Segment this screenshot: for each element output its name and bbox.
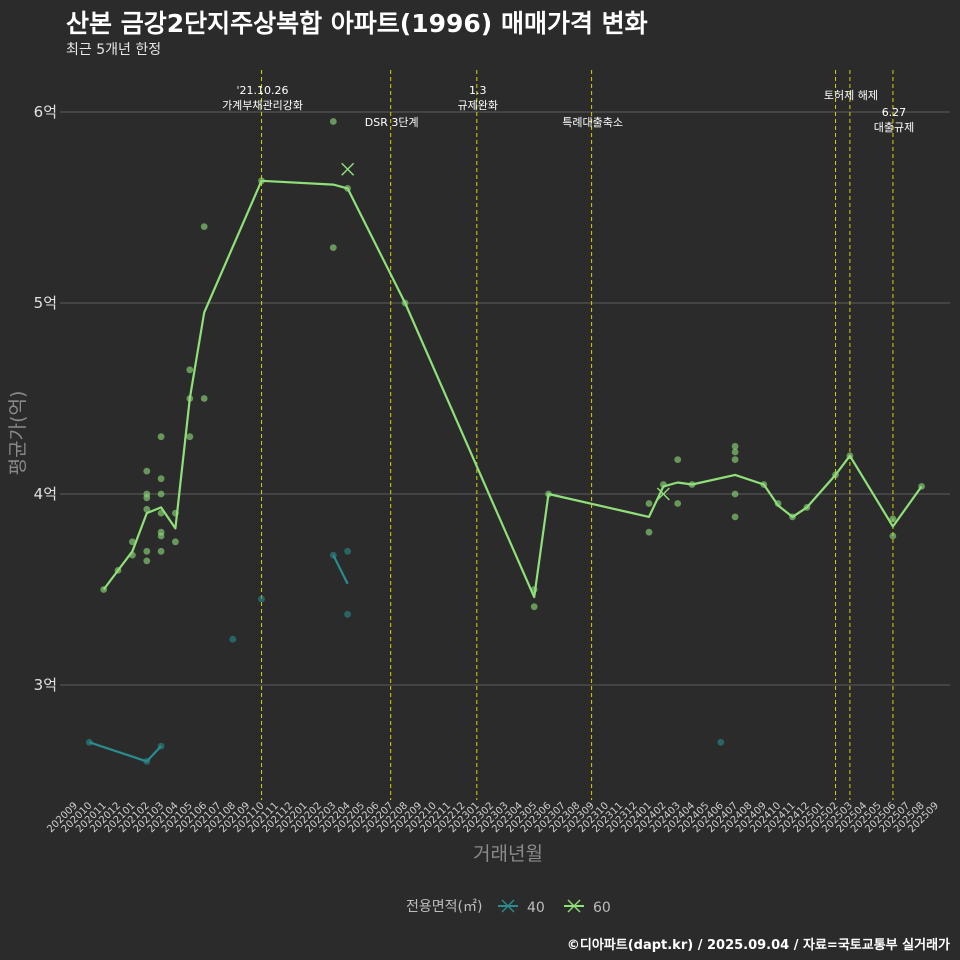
series-60-point xyxy=(530,586,538,593)
series-60-point xyxy=(530,603,538,611)
series-60-point xyxy=(129,551,136,559)
series-60-point xyxy=(157,532,165,540)
series-40-line-segment xyxy=(332,554,349,585)
legend-title: 전용면적(㎡) xyxy=(406,899,482,915)
y-axis-title: 평균가(억) xyxy=(7,391,29,476)
series-60-point xyxy=(889,515,897,523)
series-40-point xyxy=(717,738,725,746)
x-axis-title: 거래년월 xyxy=(473,843,543,865)
y-tick-label: 4억 xyxy=(34,485,57,503)
series-60-point xyxy=(760,481,768,488)
series-60-point xyxy=(674,456,682,463)
series-40-point xyxy=(157,742,165,750)
series-60-point xyxy=(846,452,854,460)
y-tick-label: 6억 xyxy=(34,103,57,121)
series-60-point xyxy=(688,481,696,488)
series-60-x-mark xyxy=(656,487,670,501)
series-60-point xyxy=(731,490,739,498)
series-60-point xyxy=(172,538,179,546)
chart-subtitle: 최근 5개년 한정 xyxy=(66,42,162,58)
series-60-point xyxy=(774,500,782,507)
series-60-point xyxy=(344,185,351,192)
series-60-point xyxy=(731,442,739,450)
series-60-point xyxy=(200,223,208,231)
series-60-point xyxy=(186,366,194,374)
series-60-x-mark xyxy=(341,162,355,176)
series-60-point xyxy=(143,557,151,565)
event-label: DSR 3단계 xyxy=(365,116,419,129)
event-label: 규제완화 xyxy=(458,99,498,112)
series-60-point xyxy=(143,467,151,475)
series-40-point xyxy=(85,738,93,746)
event-label: 1.3 xyxy=(469,84,487,97)
legend-item-60: 60 xyxy=(564,899,611,916)
series-40-point xyxy=(258,595,265,603)
event-label: '21.10.26 xyxy=(237,84,289,97)
axis-ticks: 3억4억5억6억20200920201020201120201220210120… xyxy=(34,103,941,835)
series-40-point xyxy=(344,547,351,555)
series-60-point xyxy=(731,513,739,521)
event-label: 특례대출축소 xyxy=(562,116,623,129)
series-60-point xyxy=(674,500,682,507)
source-caption: ©디아파트(dapt.kr) / 2025.09.04 / 자료=국토교통부 실… xyxy=(566,938,950,953)
series-60-point xyxy=(731,448,739,456)
series-40-point xyxy=(344,610,351,618)
series-60-point xyxy=(645,500,653,507)
series-60-point xyxy=(114,567,122,574)
series-60-point xyxy=(401,299,409,307)
series-60-line xyxy=(102,179,923,599)
series-60-point xyxy=(172,509,179,517)
series-40-point xyxy=(229,635,237,643)
series-60-point xyxy=(832,471,839,479)
series-60-point xyxy=(645,528,653,536)
series-60-point xyxy=(545,490,552,498)
event-label: 가계부채관리강화 xyxy=(222,99,303,112)
series-60-point xyxy=(731,456,739,463)
series-60-point xyxy=(329,244,337,252)
series-60-point xyxy=(803,504,811,511)
series-layer xyxy=(85,118,925,765)
grid-lines xyxy=(60,111,950,686)
event-label: 대출규제 xyxy=(874,121,914,134)
series-60-point xyxy=(329,118,337,125)
series-60-point xyxy=(157,547,165,555)
series-60-point xyxy=(200,395,208,402)
legend-item-40: 40 xyxy=(498,899,545,916)
series-60-point xyxy=(157,490,165,498)
series-60-point xyxy=(186,433,194,441)
series-60-point xyxy=(889,532,897,540)
series-60-point xyxy=(157,475,165,483)
y-tick-label: 5억 xyxy=(34,294,57,312)
series-60-point xyxy=(258,177,265,185)
legend: 전용면적(㎡) 40 60 xyxy=(406,899,611,916)
series-60-point xyxy=(143,505,151,513)
legend-key-x xyxy=(501,899,515,913)
series-40-point xyxy=(143,758,151,765)
series-60-point xyxy=(157,509,165,517)
series-60-point xyxy=(660,481,667,488)
legend-label: 40 xyxy=(527,900,545,916)
series-60-point xyxy=(100,586,108,593)
series-60-point xyxy=(186,395,194,402)
series-60-point xyxy=(143,547,151,555)
series-60-point xyxy=(129,538,136,546)
legend-key-x xyxy=(567,899,581,913)
series-60-point xyxy=(157,433,165,441)
series-60-point xyxy=(789,513,796,521)
legend-label: 60 xyxy=(593,900,611,916)
series-40-line xyxy=(88,741,162,763)
series-60-point xyxy=(143,494,151,502)
event-label: 6.27 xyxy=(882,106,907,119)
chart-title: 산본 금강2단지주상복합 아파트(1996) 매매가격 변화 xyxy=(66,9,648,38)
y-tick-label: 3억 xyxy=(34,676,57,694)
series-40-point xyxy=(329,551,337,559)
event-label: 토허제 해제 xyxy=(824,88,878,102)
series-60-point xyxy=(918,483,925,490)
